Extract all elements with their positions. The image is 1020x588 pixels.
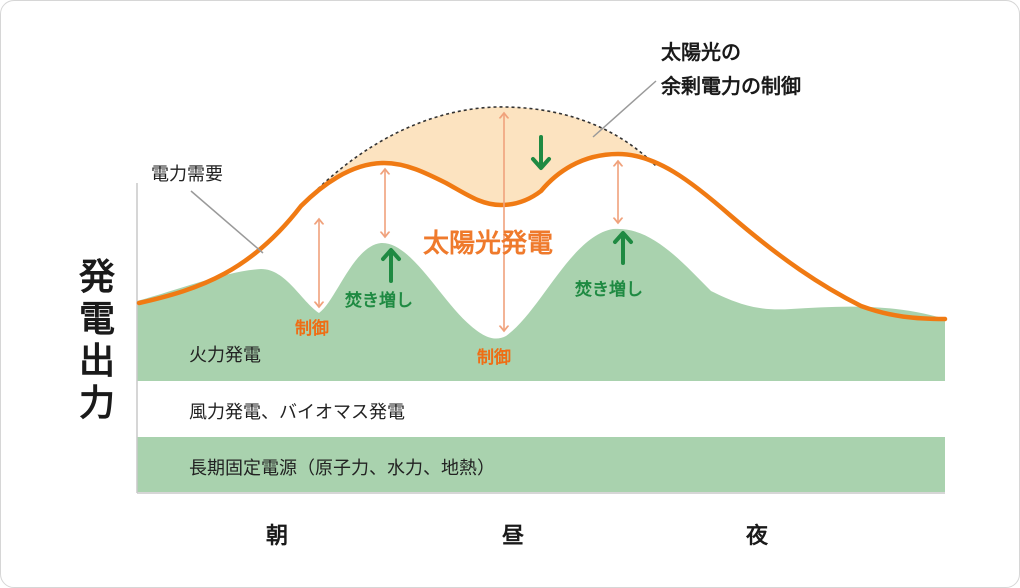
- x-label-morning: 朝: [266, 523, 288, 549]
- surplus-label-line2: 余剰電力の制御: [660, 74, 801, 98]
- ramp-up-arrow-morning: [381, 248, 401, 283]
- variable-renewables-band: [137, 381, 945, 437]
- demand-leader-line: [190, 190, 264, 254]
- x-label-night: 夜: [745, 523, 769, 549]
- y-axis-label-char: 出: [79, 341, 115, 382]
- x-label-noon: 昼: [502, 524, 525, 549]
- y-axis-label-char: 電: [79, 299, 115, 340]
- ramp-up-label-morning: 焚き増し: [344, 290, 413, 311]
- demand-curve: [136, 151, 948, 322]
- curtail-label-noon: 制御: [477, 347, 511, 368]
- thermal-label: 火力発電: [189, 345, 261, 366]
- solar-label: 太陽光発電: [423, 229, 553, 259]
- curtail-label-morning: 制御: [295, 318, 329, 339]
- solar-surplus-area: [301, 106, 656, 206]
- svg-text:発電出力: 発電出力: [79, 257, 116, 424]
- baseload-label: 長期固定電源（原子力、水力、地熱）: [189, 458, 495, 479]
- variable-renewables-label: 風力発電、バイオマス発電: [189, 402, 405, 423]
- y-axis-label-char: 発: [79, 257, 116, 298]
- surplus-label-line1: 太陽光の: [661, 40, 741, 64]
- ramp-up-arrow-evening: [613, 231, 633, 265]
- solar-potential-curve: [300, 106, 657, 207]
- demand-label: 電力需要: [151, 164, 223, 185]
- y-axis-label: 発電出力: [79, 257, 116, 424]
- y-axis-label-char: 力: [79, 383, 115, 424]
- baseload-band: [137, 437, 945, 492]
- surplus-leader-line: [592, 80, 657, 138]
- surplus-down-arrow: [531, 135, 551, 170]
- ramp-up-label-evening: 焚き増し: [574, 279, 643, 300]
- thermal-area: [137, 228, 945, 381]
